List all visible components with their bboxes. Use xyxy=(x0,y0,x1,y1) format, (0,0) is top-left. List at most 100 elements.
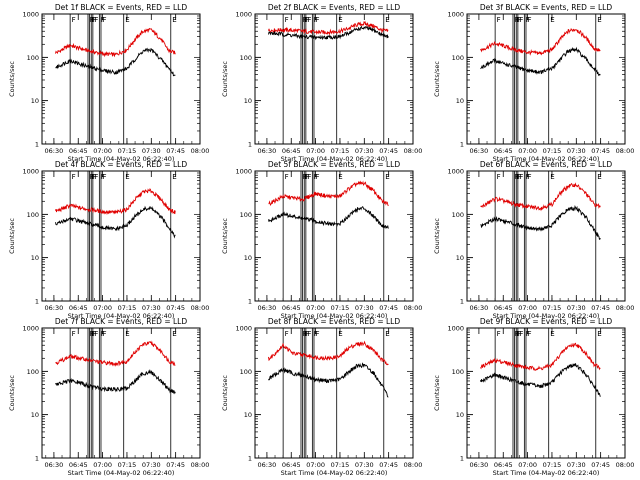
x-tick-label: 07:00 xyxy=(306,461,325,469)
event-flag: F xyxy=(527,16,531,24)
x-tick-label: 06:45 xyxy=(282,304,301,312)
event-flag: E xyxy=(125,173,129,181)
event-flag: E xyxy=(550,330,554,338)
x-tick-label: 07:15 xyxy=(543,304,562,312)
x-tick-label: 07:15 xyxy=(118,304,137,312)
event-flag: F xyxy=(307,173,311,181)
event-flag: F xyxy=(101,16,105,24)
event-flag: F xyxy=(519,173,523,181)
x-tick-label: 07:45 xyxy=(379,147,398,155)
y-tick-label: 1 xyxy=(35,141,39,149)
x-tick-label: 07:15 xyxy=(118,461,137,469)
y-tick-label: 100 xyxy=(27,54,39,62)
panel-title: Det 5f BLACK = Events, RED = LLD xyxy=(268,160,401,169)
x-tick-label: 08:00 xyxy=(404,304,423,312)
panel-title: Det 8f BLACK = Events, RED = LLD xyxy=(268,317,401,326)
event-flag: E xyxy=(125,16,129,24)
x-tick-label: 06:45 xyxy=(494,147,513,155)
x-tick-label: 06:30 xyxy=(45,461,64,469)
event-flag: F xyxy=(93,330,97,338)
event-flag: E xyxy=(338,173,342,181)
series-events-line xyxy=(55,47,176,77)
x-axis-label: Start Time (04-May-02 06:22:40) xyxy=(493,469,600,477)
series-lld-line xyxy=(268,340,389,366)
y-axis-label: Counts/sec xyxy=(8,375,16,411)
x-tick-label: 07:45 xyxy=(591,147,610,155)
series-events-line xyxy=(268,25,389,41)
x-tick-label: 08:00 xyxy=(404,461,423,469)
x-tick-label: 07:15 xyxy=(543,461,562,469)
x-tick-label: 06:30 xyxy=(258,304,277,312)
y-tick-label: 1 xyxy=(460,141,464,149)
event-flag: E xyxy=(172,330,176,338)
plot-frame xyxy=(41,170,201,302)
y-axis-label: Counts/sec xyxy=(221,375,229,411)
series-lld-line xyxy=(55,187,176,215)
y-tick-label: 1000 xyxy=(22,11,39,19)
x-tick-label: 07:30 xyxy=(142,461,161,469)
x-tick-label: 07:00 xyxy=(93,461,112,469)
y-axis-label: Counts/sec xyxy=(8,218,16,254)
y-tick-label: 1000 xyxy=(22,168,39,176)
y-tick-label: 10 xyxy=(31,411,39,419)
x-tick-label: 07:15 xyxy=(331,461,350,469)
event-flag: E xyxy=(172,173,176,181)
x-tick-label: 07:15 xyxy=(118,147,137,155)
y-tick-label: 10 xyxy=(31,97,39,105)
event-flag: F xyxy=(497,173,501,181)
y-tick-label: 1000 xyxy=(235,325,252,333)
x-tick-label: 07:45 xyxy=(166,147,185,155)
series-lld-line xyxy=(480,342,601,371)
x-tick-label: 07:30 xyxy=(355,147,374,155)
panel-title: Det 6f BLACK = Events, RED = LLD xyxy=(480,160,613,169)
panel-7: Det 7f BLACK = Events, RED = LLD 1 10 100 10… xyxy=(8,317,209,477)
series-lld-line xyxy=(480,182,601,212)
x-tick-label: 07:30 xyxy=(567,304,586,312)
event-flag: E xyxy=(385,16,389,24)
x-tick-label: 07:30 xyxy=(355,461,374,469)
event-flag: E xyxy=(385,330,389,338)
event-flag: E xyxy=(338,16,342,24)
x-tick-label: 06:45 xyxy=(494,461,513,469)
event-flag: F xyxy=(102,173,106,181)
x-tick-label: 08:00 xyxy=(191,461,210,469)
y-axis-label: Counts/sec xyxy=(221,61,229,97)
panel-3: Det 3f BLACK = Events, RED = LLD 1 10 100 10… xyxy=(433,3,634,163)
x-tick-label: 07:45 xyxy=(591,304,610,312)
plot-frame xyxy=(466,170,626,302)
event-flag: E xyxy=(172,16,176,24)
event-flag: F xyxy=(314,330,318,338)
event-flag: F xyxy=(526,16,530,24)
event-flag: F xyxy=(102,330,106,338)
event-flag: F xyxy=(519,16,523,24)
panel-title: Det 2f BLACK = Events, RED = LLD xyxy=(268,3,401,12)
event-flag: F xyxy=(285,330,289,338)
event-flag: F xyxy=(518,173,522,181)
x-tick-label: 06:30 xyxy=(470,304,489,312)
y-tick-label: 10 xyxy=(31,254,39,262)
x-tick-label: 07:00 xyxy=(306,147,325,155)
event-flag: F xyxy=(101,173,105,181)
y-tick-label: 1 xyxy=(248,455,252,463)
y-tick-label: 1000 xyxy=(235,11,252,19)
y-tick-label: 100 xyxy=(240,54,252,62)
x-tick-label: 07:30 xyxy=(567,461,586,469)
panel-5: Det 5f BLACK = Events, RED = LLD 1 10 100 10… xyxy=(221,160,422,320)
y-tick-label: 1000 xyxy=(235,168,252,176)
x-tick-label: 06:45 xyxy=(69,461,88,469)
y-tick-label: 100 xyxy=(240,368,252,376)
y-tick-label: 10 xyxy=(244,411,252,419)
y-tick-label: 100 xyxy=(452,211,464,219)
plot-frame xyxy=(254,327,414,459)
event-flag: F xyxy=(306,173,310,181)
event-flag: E xyxy=(550,16,554,24)
event-flag: F xyxy=(285,173,289,181)
series-events-line xyxy=(480,204,601,240)
y-tick-label: 1 xyxy=(35,298,39,306)
x-tick-label: 06:45 xyxy=(282,461,301,469)
series-lld-line xyxy=(268,180,389,207)
series-lld-line xyxy=(55,340,176,367)
panel-title: Det 3f BLACK = Events, RED = LLD xyxy=(480,3,613,12)
x-tick-label: 07:45 xyxy=(379,304,398,312)
panel-title: Det 1f BLACK = Events, RED = LLD xyxy=(55,3,188,12)
